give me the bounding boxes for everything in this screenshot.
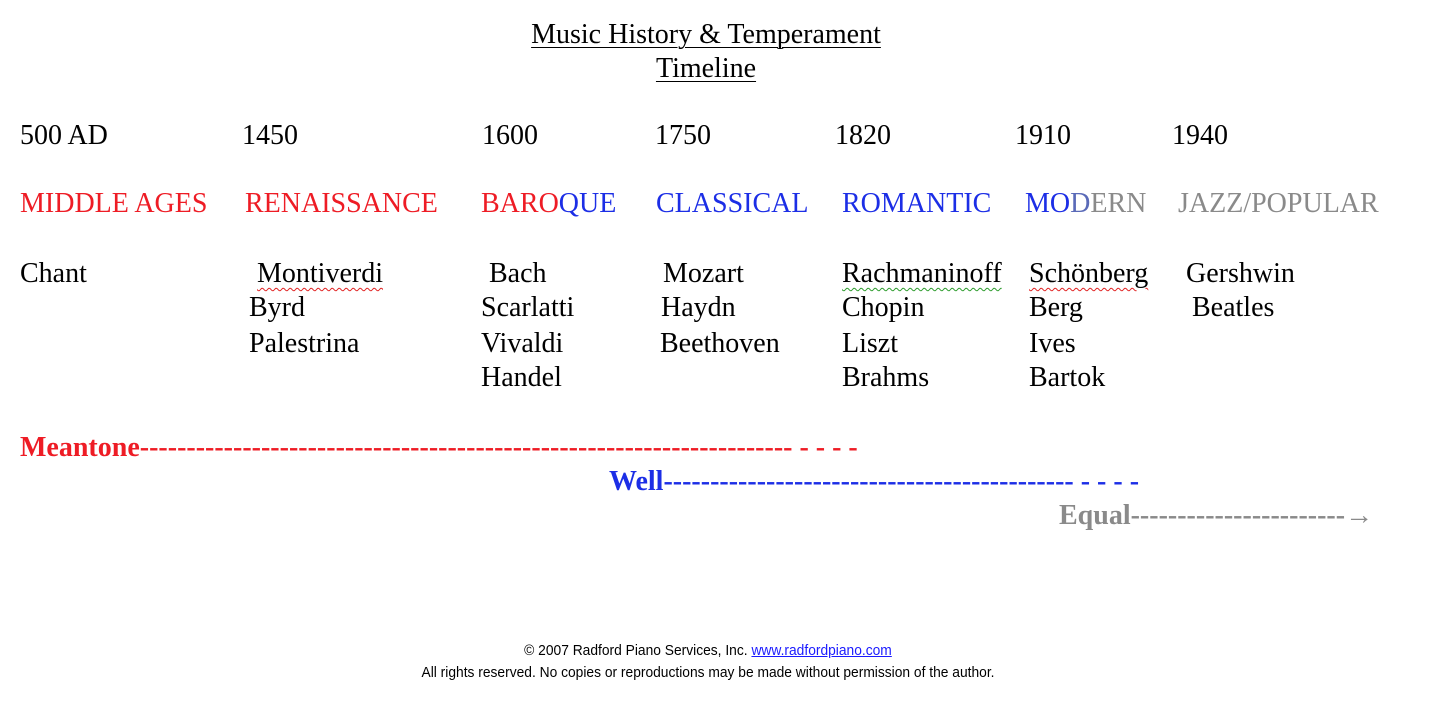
era-baroque-part-2: QUE xyxy=(558,188,617,219)
era-middle-ages: MIDDLE AGES xyxy=(20,188,208,219)
year-1910: 1910 xyxy=(1015,120,1071,151)
era-modern: MODERN xyxy=(1025,188,1146,220)
era-classical: CLASSICAL xyxy=(656,188,809,219)
year-1940: 1940 xyxy=(1172,120,1228,151)
composer-mozart: Mozart xyxy=(663,258,744,289)
composer-handel: Handel xyxy=(481,362,562,393)
composer-chant: Chant xyxy=(20,258,87,289)
title-line-2: Timeline xyxy=(655,53,757,84)
year-500ad: 500 AD xyxy=(20,120,108,151)
document-title: Music History & Temperament xyxy=(0,18,1412,52)
composer-ives: Ives xyxy=(1029,328,1076,359)
meantone-dash-line: ----------------------------------------… xyxy=(139,432,858,463)
arrow-right-icon: → xyxy=(1345,500,1374,531)
title-line-1: Music History & Temperament xyxy=(531,19,881,50)
well-label: Well xyxy=(609,466,664,497)
equal-label: Equal xyxy=(1059,500,1131,531)
temperament-equal: Equal-----------------------→ xyxy=(1059,500,1373,532)
temperament-well: Well------------------------------------… xyxy=(609,466,1139,498)
composer-vivaldi: Vivaldi xyxy=(481,328,564,359)
copyright-text: © 2007 Radford Piano Services, Inc. xyxy=(524,642,748,659)
composer-chopin: Chopin xyxy=(842,292,925,323)
equal-dash-line: ----------------------- xyxy=(1130,500,1346,531)
meantone-label: Meantone xyxy=(20,432,140,463)
composer-palestrina: Palestrina xyxy=(249,328,360,359)
composer-schonberg-text: Schönberg xyxy=(1029,258,1149,289)
era-baroque-part-1: BARO xyxy=(481,188,559,219)
year-1600: 1600 xyxy=(482,120,538,151)
composer-beatles: Beatles xyxy=(1192,292,1275,323)
composer-bach: Bach xyxy=(489,258,547,289)
temperament-meantone: Meantone--------------------------------… xyxy=(20,432,858,464)
composer-scarlatti: Scarlatti xyxy=(481,292,575,323)
era-modern-part-2: D xyxy=(1070,188,1091,219)
era-modern-part-1: MO xyxy=(1025,188,1071,219)
composer-haydn: Haydn xyxy=(661,292,736,323)
era-baroque: BAROQUE xyxy=(481,188,616,220)
footer-rights-line: All rights reserved. No copies or reprod… xyxy=(421,664,995,681)
document-subtitle: Timeline xyxy=(0,52,1412,86)
year-1450: 1450 xyxy=(242,120,298,151)
era-renaissance: RENAISSANCE xyxy=(245,188,438,219)
composer-rachmaninoff: Rachmaninoff xyxy=(842,258,1002,290)
year-1820: 1820 xyxy=(835,120,891,151)
composer-gershwin: Gershwin xyxy=(1186,258,1295,289)
composer-liszt: Liszt xyxy=(842,328,898,359)
composer-rachmaninoff-text: Rachmaninoff xyxy=(842,258,1002,289)
well-dash-line: ----------------------------------------… xyxy=(663,466,1140,497)
website-link[interactable]: www.radfordpiano.com xyxy=(751,642,892,659)
composer-berg: Berg xyxy=(1029,292,1083,323)
era-jazz-popular: JAZZ/POPULAR xyxy=(1178,188,1379,219)
composer-montiverdi: Montiverdi xyxy=(257,258,383,290)
composer-bartok: Bartok xyxy=(1029,362,1106,393)
footer-copyright-line: © 2007 Radford Piano Services, Inc. www.… xyxy=(57,642,1360,659)
composer-beethoven: Beethoven xyxy=(660,328,780,359)
composer-schonberg: Schönberg xyxy=(1029,258,1148,290)
era-modern-part-3: ERN xyxy=(1090,188,1147,219)
composer-montiverdi-text: Montiverdi xyxy=(257,258,383,289)
composer-brahms: Brahms xyxy=(842,362,930,393)
year-1750: 1750 xyxy=(655,120,711,151)
composer-byrd: Byrd xyxy=(249,292,305,323)
era-romantic: ROMANTIC xyxy=(842,188,992,219)
